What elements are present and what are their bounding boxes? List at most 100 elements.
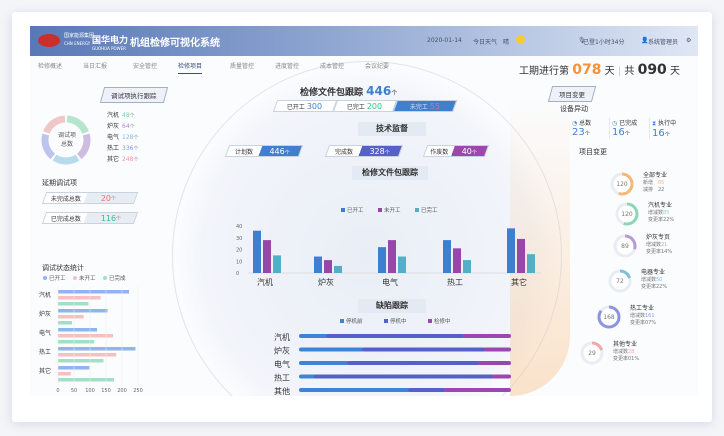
change-ring	[610, 172, 634, 196]
segment-检修中	[477, 361, 511, 365]
donut-chart	[41, 115, 91, 165]
tab-1[interactable]: 当日汇报	[83, 63, 108, 70]
stat-title: 调试状态统计	[42, 264, 84, 272]
category-label: 电气	[382, 277, 398, 287]
item-value: 64	[122, 123, 130, 130]
change-item: 热工专业 增减数161 变更率07%	[630, 305, 656, 327]
delay-value: 116	[101, 213, 117, 223]
change-total: 89	[621, 242, 629, 250]
bar-已开工	[58, 290, 130, 294]
delay-title: 延期调试项	[42, 179, 77, 187]
tab-0[interactable]: 检修概述	[38, 63, 63, 70]
item-value: 248	[122, 156, 134, 163]
delay-item: 未完成总数 20 个	[41, 192, 139, 204]
svg-text:检修中: 检修中	[434, 317, 451, 325]
dashboard: 国家能源集团 CHN ENERGY 国华电力 GUOHUA POWER 机组检修可视…	[30, 26, 698, 396]
x-tick: 0	[56, 388, 59, 394]
stat-value: 55	[429, 101, 441, 111]
bar-已完成	[58, 340, 95, 344]
delay-list: 未完成总数 20 个已完成总数 116 个	[41, 192, 139, 232]
tab-5[interactable]: 进度管控	[275, 63, 300, 70]
change-metric-label: 增减数	[646, 242, 662, 248]
x-tick: 150	[101, 388, 111, 394]
item-unit: 个	[133, 135, 139, 141]
category-label: 炉灰	[39, 310, 51, 318]
change-metric-value: 14%	[661, 249, 673, 255]
change-total: 168	[603, 313, 615, 321]
donut-segment	[52, 154, 80, 165]
tab-4[interactable]: 质量管控	[230, 63, 255, 70]
period-total-unit: 天	[670, 66, 680, 77]
donut-segment	[66, 115, 89, 135]
change-ring	[580, 341, 604, 365]
y-tick: 30	[236, 236, 242, 242]
weather-label: 今日天气	[473, 39, 498, 46]
category-label: 汽机	[274, 332, 290, 342]
category-label: 热工	[274, 373, 290, 383]
period-unit: 天	[604, 66, 615, 77]
bar-未开工	[263, 240, 271, 273]
equip-label: 总数	[579, 120, 592, 127]
change-metric-label: 增减数	[613, 349, 629, 355]
bar-未开工	[58, 296, 101, 300]
user-icon: 👤	[641, 37, 649, 44]
segment-停机前	[299, 334, 329, 338]
y-tick: 10	[236, 259, 242, 265]
tech-title: 技术监督	[358, 122, 426, 136]
user-name[interactable]: 系统管理员	[648, 39, 679, 46]
period-current: 078	[572, 62, 602, 78]
item-unit: 个	[133, 157, 139, 163]
delay-label: 已完成总数	[51, 215, 82, 223]
equip-icon-1: ◷	[612, 120, 620, 127]
nav-tabs: 检修概述 当日汇报 安全管控 检修项目 质量管控 进度管控 成本管控 会议纪要	[30, 58, 450, 74]
settings-icon[interactable]: ⚙	[686, 37, 692, 44]
change-metric-value: 21	[661, 242, 668, 248]
left-item: 电气 128个	[107, 132, 138, 143]
date: 2020-01-14	[427, 37, 462, 44]
tab-7[interactable]: 会议纪要	[365, 63, 390, 70]
bar-已开工	[378, 247, 386, 273]
y-tick: 40	[236, 224, 242, 230]
equip-value: 16	[652, 128, 665, 139]
bar-已完成	[58, 359, 104, 363]
y-tick: 0	[236, 271, 239, 277]
bar-已开工	[314, 256, 322, 273]
legend-item: 已完成	[103, 274, 126, 282]
weather: 晴	[503, 39, 510, 46]
bar-已开工	[443, 240, 451, 273]
equip-stats: ◔ 总数 23个 ◷ 已完成 16个 ⧗ 执行中 16个	[570, 118, 690, 139]
bar-未开工	[517, 238, 525, 273]
stat-label: 已完工	[347, 103, 366, 111]
delay-item: 已完成总数 116 个	[41, 212, 139, 224]
x-tick: 50	[71, 388, 77, 394]
item-unit: 个	[129, 124, 135, 130]
item-value: 128	[122, 134, 134, 141]
equip-value: 23	[572, 127, 585, 138]
tab-3[interactable]: 检修项目	[178, 61, 203, 74]
segment-停机前	[299, 361, 350, 365]
pkg-stat: 已开工 300	[272, 100, 338, 112]
category-label: 炉灰	[274, 346, 290, 356]
change-item: 其他专业 增减数28 变更率01%	[613, 341, 639, 363]
change-metric-value: 161	[645, 313, 655, 319]
equip-unit: 个	[584, 131, 590, 137]
legend-item: 已开工	[43, 275, 66, 282]
segment-停机中	[362, 347, 486, 352]
item-name: 其它	[107, 156, 120, 163]
category-label: 热工	[447, 277, 463, 287]
change-metric-value: 01%	[628, 356, 640, 362]
segment-停机中	[408, 388, 446, 392]
legend-item: 检修中	[428, 317, 451, 325]
stat-label: 未完工	[409, 103, 428, 111]
pkg-stat: 已完工 200	[332, 100, 398, 112]
change-total: 120	[621, 210, 633, 218]
category-label: 其它	[511, 277, 527, 287]
pkg-stat: 未完工 55	[392, 100, 458, 112]
change-name: 全部专业	[643, 172, 668, 179]
tab-2[interactable]: 安全管控	[133, 63, 158, 70]
tab-6[interactable]: 成本管控	[320, 63, 345, 70]
pkg-unit: 个	[391, 90, 398, 97]
y-tick: 20	[236, 248, 242, 254]
pkg-chart-title: 检修文件包跟踪	[352, 166, 428, 180]
change-metric-label: 增减数	[641, 277, 657, 283]
